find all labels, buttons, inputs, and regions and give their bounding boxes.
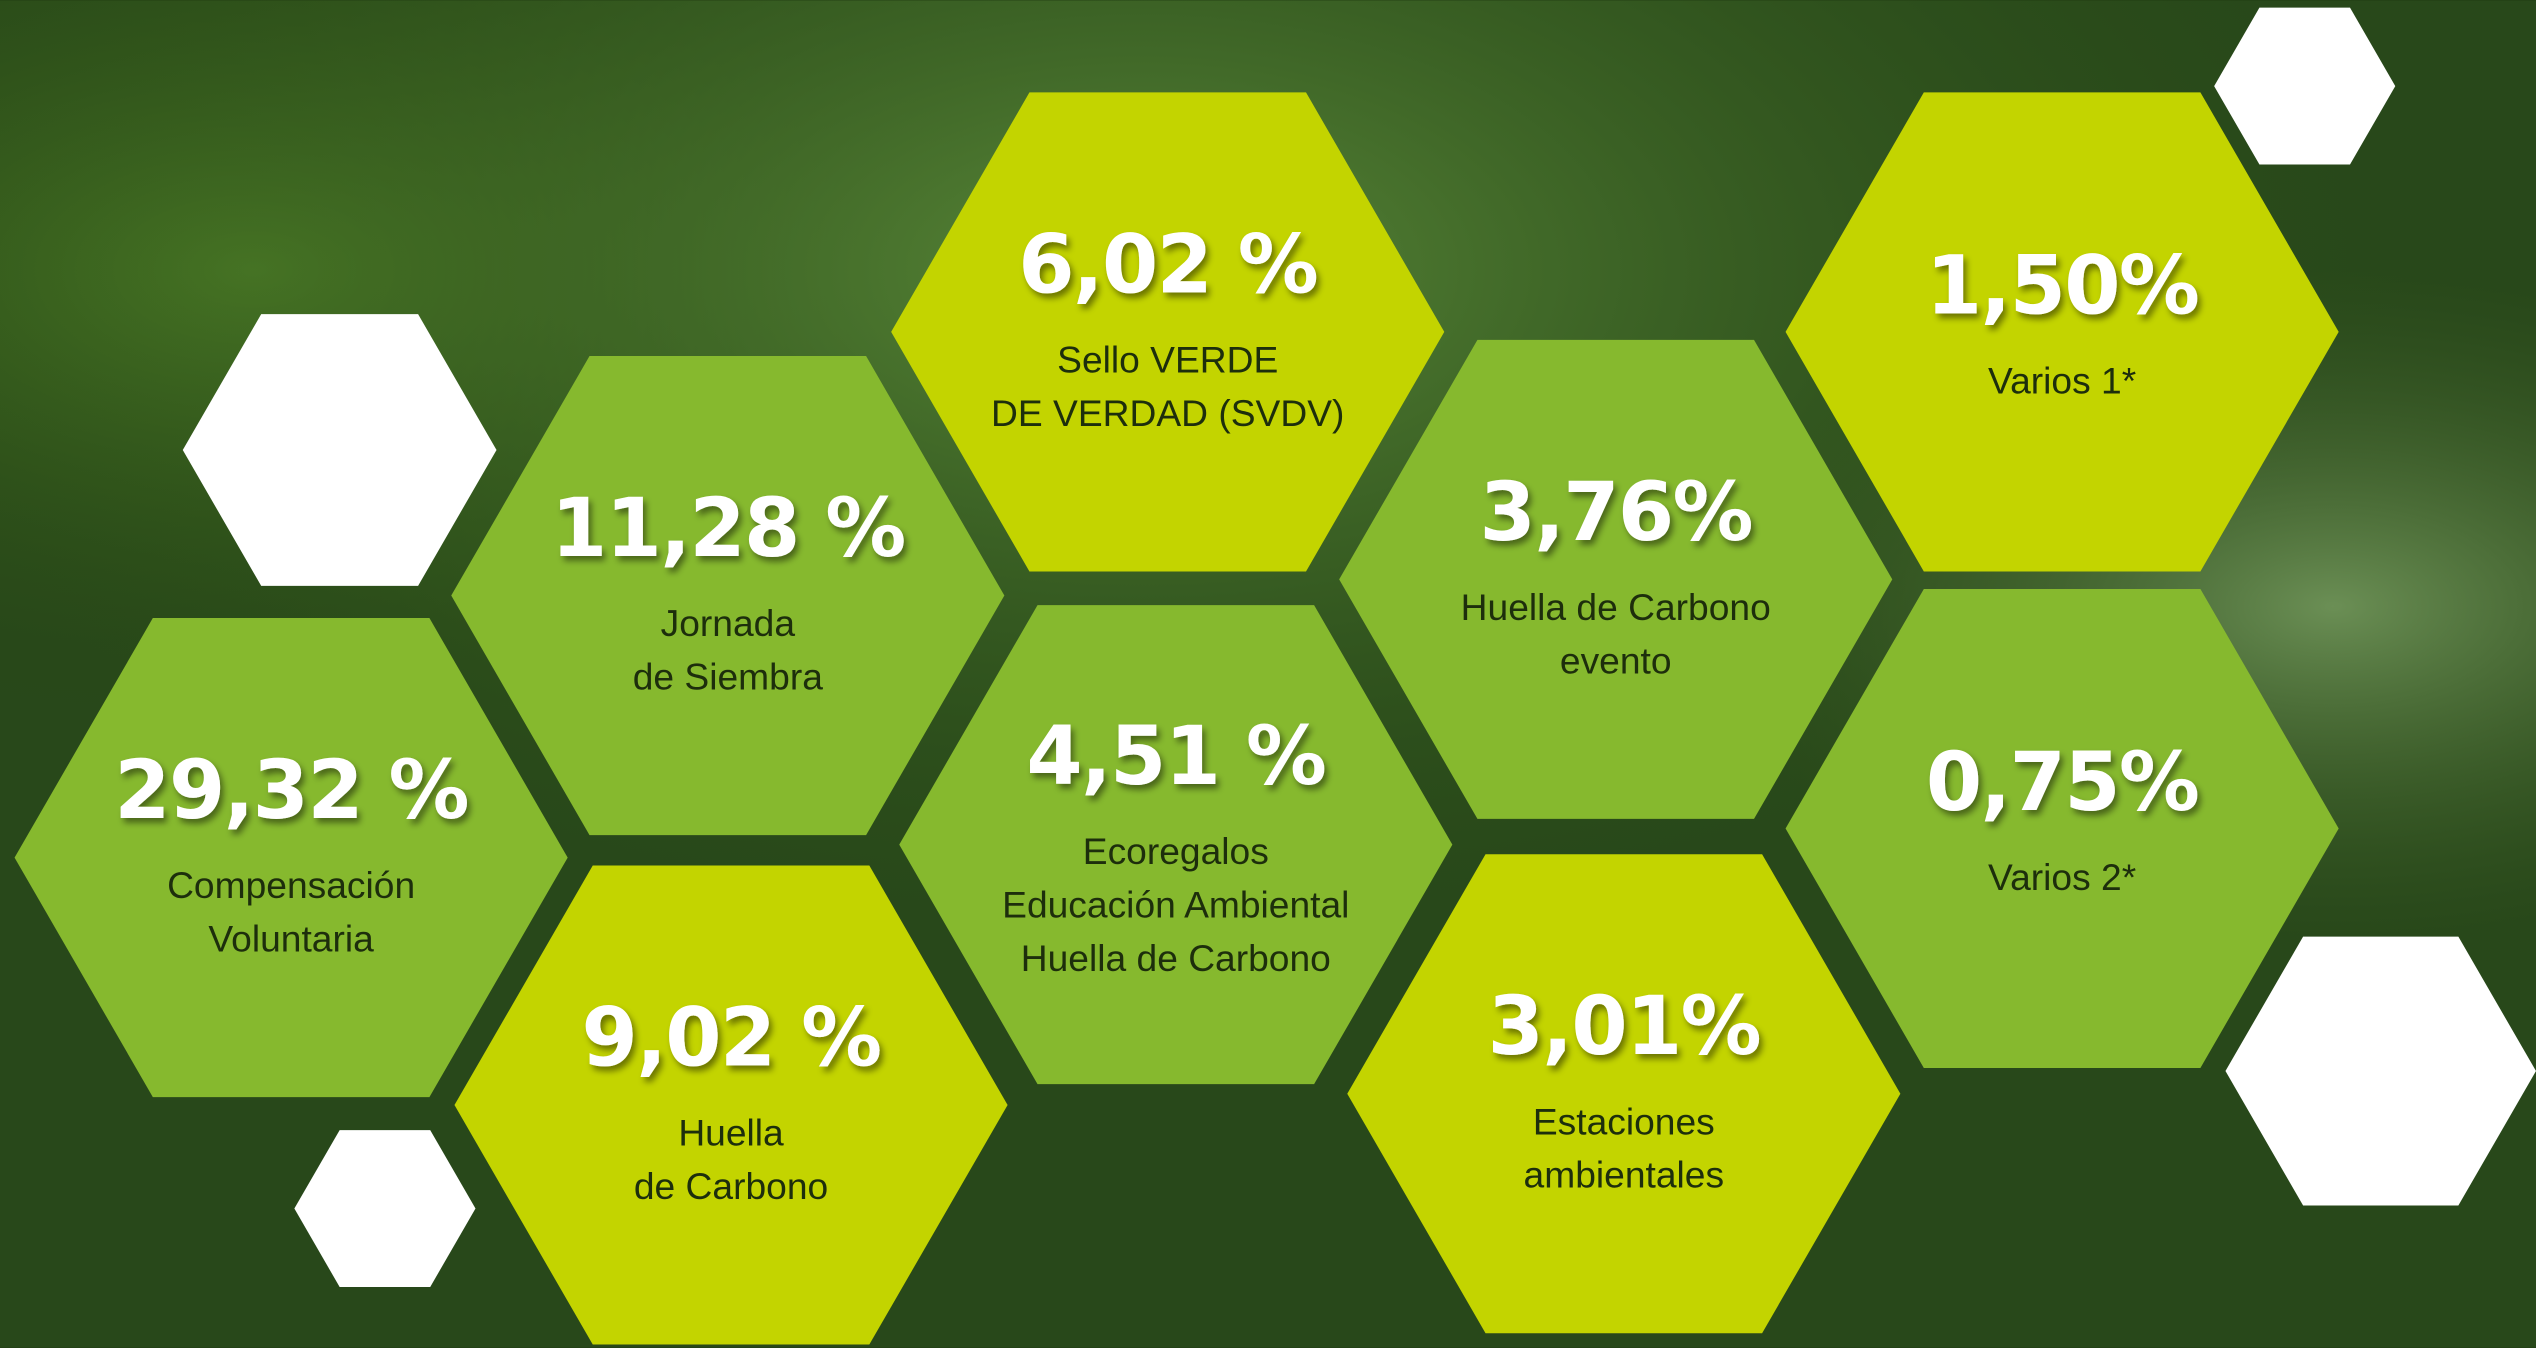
hexagon <box>14 618 568 1098</box>
hexagon <box>454 865 1008 1345</box>
label: Jornada <box>661 602 796 644</box>
hexagon <box>451 356 1005 836</box>
percentage: 11,28 % <box>551 482 905 576</box>
label: ambientales <box>1524 1154 1725 1196</box>
percentage: 9,02 % <box>582 992 881 1086</box>
hexagon <box>1347 854 1901 1334</box>
label: Huella de Carbono <box>1461 586 1771 628</box>
label: Varios 1* <box>1988 360 2136 402</box>
hexagon <box>1785 588 2339 1068</box>
percentage: 0,75% <box>1926 736 2198 830</box>
decor-hexagon <box>182 314 497 586</box>
label: Estaciones <box>1533 1100 1715 1142</box>
percentage: 29,32 % <box>114 744 468 838</box>
label: Ecoregalos <box>1083 830 1269 872</box>
label: Huella <box>678 1112 784 1154</box>
label: Huella de Carbono <box>1021 937 1331 979</box>
percentage: 6,02 % <box>1018 218 1317 312</box>
label: Sello VERDE <box>1057 338 1278 380</box>
decor-hexagon <box>294 1130 476 1287</box>
decor-hexagon <box>2214 7 2396 165</box>
percentage: 4,51 % <box>1026 710 1325 804</box>
hexagon <box>1785 92 2339 572</box>
percentage: 1,50% <box>1926 239 2198 333</box>
label: de Carbono <box>634 1165 828 1207</box>
percentage: 3,76% <box>1480 466 1752 560</box>
hexagon <box>899 605 1453 1085</box>
percentage: 3,01% <box>1488 980 1760 1074</box>
label: Educación Ambiental <box>1002 884 1349 926</box>
label: Varios 2* <box>1988 856 2136 898</box>
hexagon <box>1339 339 1893 819</box>
decor-hexagon <box>2225 936 2536 1206</box>
label: Compensación <box>167 864 415 906</box>
label: de Siembra <box>633 655 823 697</box>
label: Voluntaria <box>208 917 374 959</box>
label: DE VERDAD (SVDV) <box>991 392 1344 434</box>
hexagon <box>891 92 1445 572</box>
label: evento <box>1560 639 1672 681</box>
